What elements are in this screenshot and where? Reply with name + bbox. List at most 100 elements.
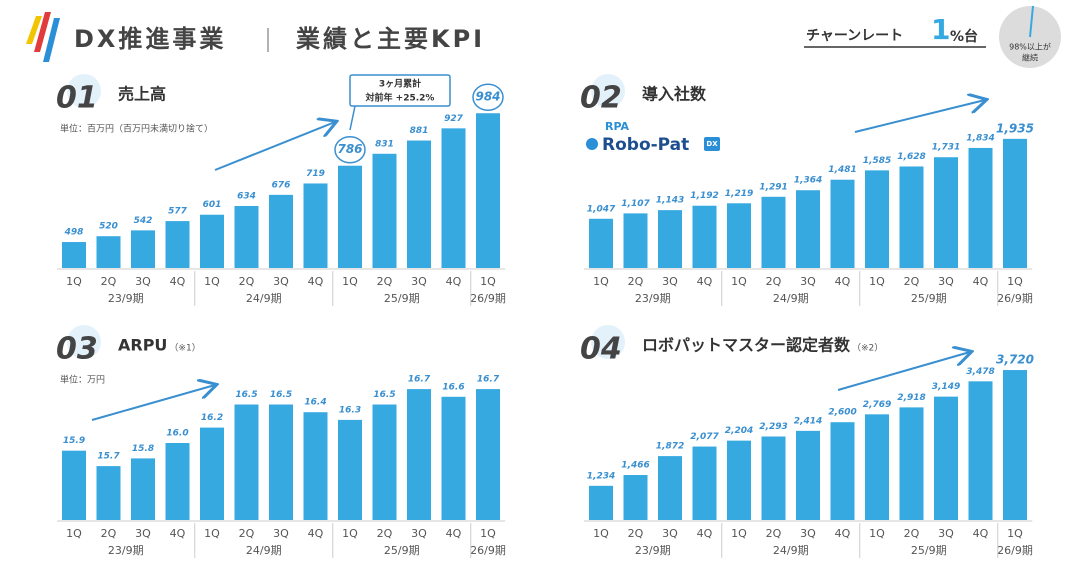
unit-note: 単位：百万円（百万円未満切り捨て） [60, 123, 213, 135]
logo-stripe [26, 16, 42, 44]
value-label: 1,834 [966, 133, 994, 143]
x-tick-label: 4Q [697, 275, 713, 288]
highlight-circle [472, 83, 504, 111]
bar [62, 450, 86, 520]
x-tick-label: 4Q [170, 275, 186, 288]
header-title: DX推進事業 [74, 25, 226, 53]
x-tick-label: 3Q [411, 275, 427, 288]
chart-title: 売上高 [118, 85, 166, 104]
x-tick-label: 3Q [662, 275, 678, 288]
value-label: 16.3 [339, 405, 361, 415]
bar [234, 404, 259, 520]
x-tick-label: 2Q [766, 275, 782, 288]
bar [830, 179, 855, 268]
group-label: 25/9期 [911, 292, 947, 305]
x-tick-label: 1Q [1007, 527, 1023, 540]
bar [62, 242, 86, 268]
chart-title: ロボパットマスター認定者数 [642, 336, 851, 355]
x-tick-label: 2Q [377, 527, 393, 540]
value-label: 3,720 [996, 353, 1034, 367]
group-label: 26/9期 [997, 544, 1033, 557]
group-label: 26/9期 [470, 292, 506, 305]
value-label: 16.4 [304, 398, 326, 408]
value-label: 1,219 [725, 189, 753, 199]
bar [338, 165, 362, 268]
chart-number: 02 [580, 81, 622, 116]
number-bg [67, 325, 101, 359]
value-label: 1,628 [897, 152, 925, 162]
group-label: 23/9期 [635, 544, 671, 557]
x-tick-label: 3Q [135, 275, 151, 288]
churn-label: チャーンレート [806, 28, 903, 44]
x-tick-label: 3Q [938, 275, 954, 288]
bar [96, 236, 121, 268]
value-label: 3,478 [966, 367, 994, 377]
value-label: 1,935 [996, 121, 1034, 135]
group-label: 26/9期 [470, 544, 506, 557]
logo-stripe [34, 12, 51, 52]
x-tick-label: 3Q [135, 527, 151, 540]
value-label: 927 [444, 114, 464, 124]
bar [96, 466, 121, 520]
value-label: 498 [64, 228, 84, 238]
bar [441, 128, 466, 268]
bar [407, 140, 431, 268]
bar [623, 475, 648, 520]
x-tick-label: 1Q [204, 527, 220, 540]
number-bg [591, 325, 625, 359]
x-tick-label: 1Q [342, 527, 358, 540]
value-label: 16.5 [373, 390, 395, 400]
x-tick-label: 2Q [377, 275, 393, 288]
unit-note: 単位：万円 [60, 374, 105, 386]
logo-stripe [43, 18, 60, 62]
bar [796, 190, 820, 268]
x-tick-label: 1Q [66, 275, 82, 288]
churn-note: 98%以上が [1009, 42, 1051, 52]
bar [865, 170, 889, 268]
x-tick-label: 2Q [628, 527, 644, 540]
x-tick-label: 4Q [446, 275, 462, 288]
x-tick-label: 2Q [239, 527, 255, 540]
logo-badge: DX [706, 140, 718, 148]
value-label: 542 [134, 216, 153, 226]
value-label: 719 [306, 169, 325, 179]
chart-number: 04 [580, 332, 622, 367]
bar [372, 153, 397, 268]
x-tick-label: 4Q [697, 527, 713, 540]
group-label: 23/9期 [108, 544, 144, 557]
value-label: 15.9 [63, 436, 85, 446]
value-label: 15.7 [97, 452, 120, 462]
value-label: 601 [203, 200, 222, 210]
bar [692, 205, 717, 268]
x-tick-label: 3Q [800, 275, 816, 288]
x-tick-label: 3Q [938, 527, 954, 540]
bar [968, 381, 993, 520]
value-label: 16.5 [270, 390, 292, 400]
bar [968, 147, 993, 268]
value-label: 3,149 [932, 382, 960, 392]
value-label: 1,481 [828, 165, 856, 175]
callout-pointer [349, 105, 356, 131]
x-tick-label: 4Q [308, 527, 324, 540]
bar [200, 214, 224, 268]
x-tick-label: 4Q [835, 527, 851, 540]
x-tick-label: 1Q [869, 527, 885, 540]
x-tick-label: 1Q [480, 275, 496, 288]
group-label: 23/9期 [635, 292, 671, 305]
number-bg [67, 74, 101, 108]
x-tick-label: 1Q [731, 527, 747, 540]
bar [934, 396, 958, 520]
value-label: 1,047 [587, 204, 616, 214]
x-tick-label: 1Q [480, 527, 496, 540]
x-tick-label: 3Q [800, 527, 816, 540]
x-tick-label: 1Q [731, 275, 747, 288]
group-label: 24/9期 [246, 292, 282, 305]
group-label: 24/9期 [773, 544, 809, 557]
x-tick-label: 1Q [66, 527, 82, 540]
value-label: 676 [272, 180, 291, 190]
bar [589, 485, 613, 520]
header-subtitle: 業績と主要KPI [296, 25, 485, 53]
bar [727, 440, 751, 520]
callout-line: 対前年 +25.2% [365, 92, 435, 104]
highlight-circle [334, 135, 366, 164]
